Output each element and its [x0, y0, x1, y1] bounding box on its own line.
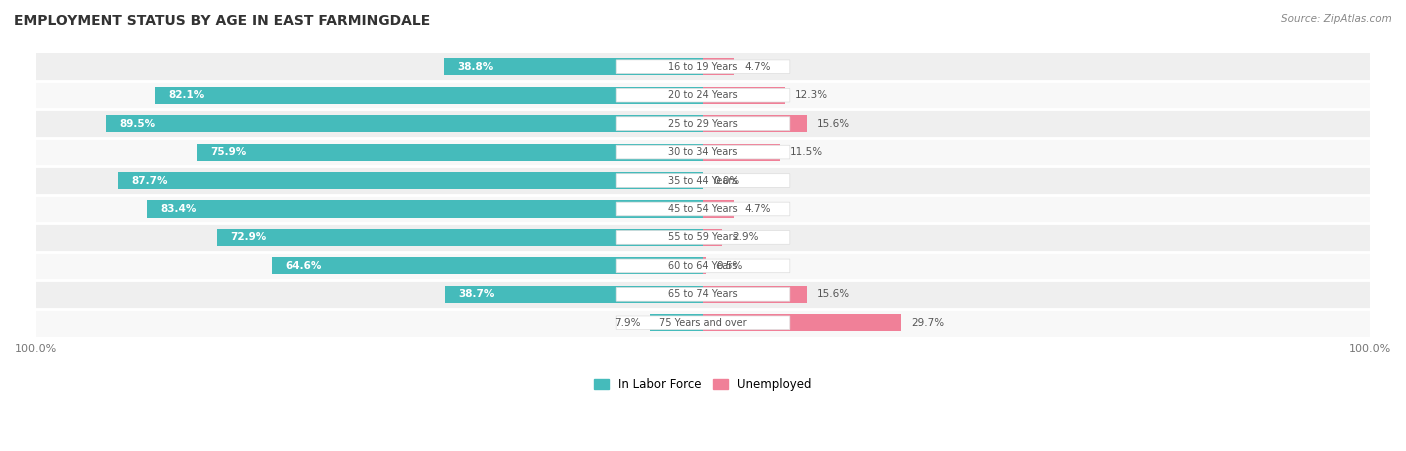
- Bar: [703, 229, 723, 246]
- Bar: [37, 223, 1369, 252]
- Text: 89.5%: 89.5%: [120, 119, 156, 129]
- FancyBboxPatch shape: [616, 174, 790, 187]
- Bar: [703, 87, 785, 104]
- Text: 72.9%: 72.9%: [231, 232, 266, 243]
- Bar: [703, 314, 901, 331]
- Bar: [37, 252, 1369, 280]
- Bar: [37, 138, 1369, 166]
- Bar: [37, 195, 1369, 223]
- Text: 12.3%: 12.3%: [794, 90, 828, 100]
- Text: 20 to 24 Years: 20 to 24 Years: [668, 90, 738, 100]
- Bar: [156, 87, 703, 104]
- Text: 55 to 59 Years: 55 to 59 Years: [668, 232, 738, 243]
- Text: 4.7%: 4.7%: [744, 62, 770, 72]
- Text: 15.6%: 15.6%: [817, 119, 851, 129]
- Text: 25 to 29 Years: 25 to 29 Years: [668, 119, 738, 129]
- Text: 15.6%: 15.6%: [817, 290, 851, 299]
- Bar: [703, 258, 706, 274]
- Bar: [146, 200, 703, 217]
- Bar: [651, 314, 703, 331]
- Text: EMPLOYMENT STATUS BY AGE IN EAST FARMINGDALE: EMPLOYMENT STATUS BY AGE IN EAST FARMING…: [14, 14, 430, 28]
- FancyBboxPatch shape: [616, 202, 790, 216]
- Text: 64.6%: 64.6%: [285, 261, 322, 271]
- Legend: In Labor Force, Unemployed: In Labor Force, Unemployed: [589, 373, 817, 396]
- FancyBboxPatch shape: [616, 316, 790, 330]
- Bar: [37, 166, 1369, 195]
- Text: 29.7%: 29.7%: [911, 318, 945, 328]
- Text: 0.5%: 0.5%: [716, 261, 742, 271]
- FancyBboxPatch shape: [616, 88, 790, 102]
- Bar: [118, 172, 703, 189]
- Text: Source: ZipAtlas.com: Source: ZipAtlas.com: [1281, 14, 1392, 23]
- Bar: [273, 258, 703, 274]
- FancyBboxPatch shape: [616, 145, 790, 159]
- FancyBboxPatch shape: [616, 259, 790, 273]
- FancyBboxPatch shape: [616, 288, 790, 301]
- Text: 11.5%: 11.5%: [790, 147, 823, 157]
- Text: 7.9%: 7.9%: [614, 318, 640, 328]
- Bar: [703, 58, 734, 75]
- Text: 45 to 54 Years: 45 to 54 Years: [668, 204, 738, 214]
- Bar: [217, 229, 703, 246]
- Text: 2.9%: 2.9%: [733, 232, 759, 243]
- FancyBboxPatch shape: [616, 60, 790, 74]
- FancyBboxPatch shape: [616, 117, 790, 130]
- Text: 87.7%: 87.7%: [132, 175, 167, 185]
- Text: 35 to 44 Years: 35 to 44 Years: [668, 175, 738, 185]
- Text: 65 to 74 Years: 65 to 74 Years: [668, 290, 738, 299]
- Bar: [37, 81, 1369, 110]
- Text: 75.9%: 75.9%: [209, 147, 246, 157]
- Bar: [444, 286, 703, 303]
- Text: 30 to 34 Years: 30 to 34 Years: [668, 147, 738, 157]
- Bar: [37, 308, 1369, 337]
- Text: 38.8%: 38.8%: [457, 62, 494, 72]
- Text: 4.7%: 4.7%: [744, 204, 770, 214]
- Bar: [703, 286, 807, 303]
- Text: 75 Years and over: 75 Years and over: [659, 318, 747, 328]
- Text: 0.0%: 0.0%: [713, 175, 740, 185]
- Bar: [703, 200, 734, 217]
- Text: 38.7%: 38.7%: [458, 290, 495, 299]
- Bar: [703, 115, 807, 132]
- Bar: [105, 115, 703, 132]
- Bar: [37, 52, 1369, 81]
- Bar: [703, 143, 780, 161]
- Text: 82.1%: 82.1%: [169, 90, 205, 100]
- Text: 60 to 64 Years: 60 to 64 Years: [668, 261, 738, 271]
- Bar: [197, 143, 703, 161]
- Bar: [37, 280, 1369, 308]
- Text: 16 to 19 Years: 16 to 19 Years: [668, 62, 738, 72]
- Text: 83.4%: 83.4%: [160, 204, 197, 214]
- Bar: [444, 58, 703, 75]
- Bar: [37, 110, 1369, 138]
- FancyBboxPatch shape: [616, 230, 790, 244]
